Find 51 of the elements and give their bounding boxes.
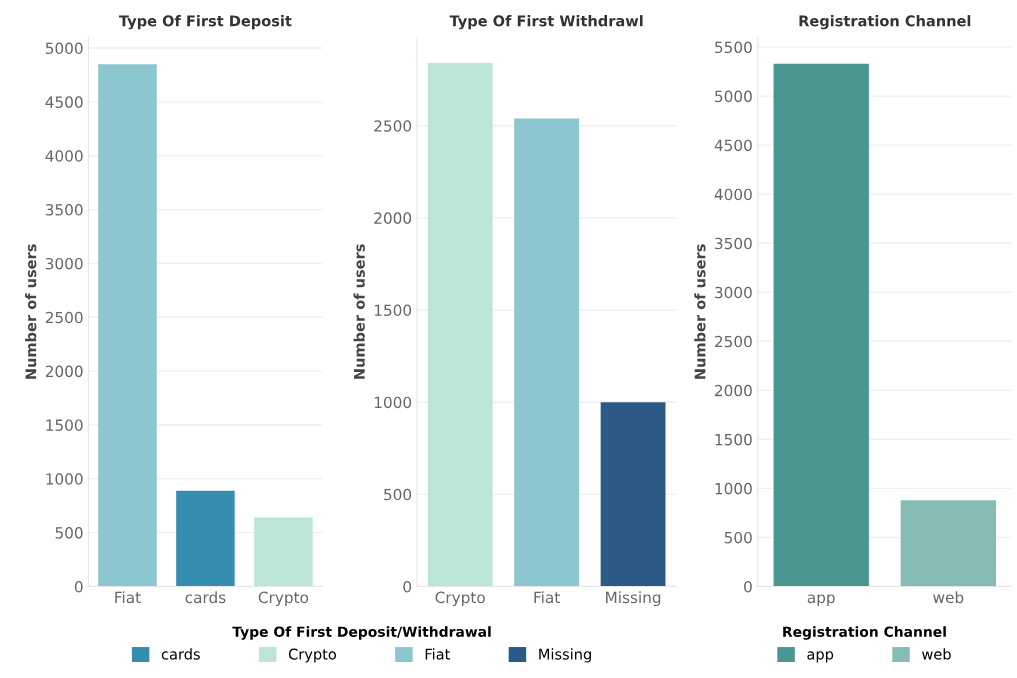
y-tick-label: 500	[384, 488, 412, 501]
x-tick-label: Crypto	[258, 591, 309, 607]
legend-label: Crypto	[288, 648, 337, 663]
y-tick-label: 3500	[45, 204, 83, 216]
legend-title: Registration Channel	[783, 626, 946, 640]
y-tick-label: 0	[74, 580, 83, 593]
y-tick-label: 0	[403, 580, 412, 593]
y-tick-label: 2000	[45, 365, 83, 378]
y-tick-label: 3000	[715, 286, 752, 299]
y-tick-label: 1000	[374, 396, 412, 409]
y-tick-label: 2500	[374, 120, 412, 132]
legend-label: cards	[161, 648, 200, 660]
y-tick-label: 1500	[374, 304, 412, 317]
y-tick-label: 1500	[46, 419, 83, 431]
legend-label: web	[922, 648, 951, 660]
chart-title: Type Of First Deposit	[119, 15, 292, 30]
y-tick-label: 1500	[715, 433, 752, 446]
y-tick-label: 500	[724, 531, 752, 544]
x-tick-label: Crypto	[435, 591, 485, 607]
chart-title: Registration Channel	[799, 15, 971, 30]
y-axis-title: Number of users	[25, 244, 37, 379]
y-tick-label: 4000	[714, 188, 752, 201]
chart-title: Type Of First Withdrawl	[449, 15, 643, 30]
y-tick-label: 500	[55, 527, 83, 539]
x-tick-label: app	[807, 594, 835, 607]
legend-title: Type Of First Deposit/Withdrawal	[232, 626, 491, 640]
y-tick-label: 1000	[46, 473, 83, 485]
legend-label: app	[807, 651, 834, 663]
y-tick-label: 4500	[45, 96, 83, 108]
x-tick-label: Fiat	[115, 591, 141, 604]
y-tick-label: 2500	[715, 335, 752, 348]
y-tick-label: 5000	[715, 90, 752, 103]
y-axis-title: Number of users	[353, 244, 365, 379]
y-tick-label: 2000	[374, 212, 412, 224]
y-tick-label: 4500	[714, 139, 752, 152]
x-tick-label: Missing	[606, 591, 661, 607]
y-tick-label: 5000	[45, 42, 83, 55]
x-tick-label: Fiat	[534, 591, 560, 604]
legend-label: Fiat	[425, 648, 450, 660]
y-tick-label: 4000	[45, 150, 83, 162]
x-tick-label: web	[933, 591, 964, 604]
legend-label: Missing	[539, 648, 591, 663]
y-tick-label: 1000	[715, 482, 752, 495]
y-tick-label: 3000	[45, 257, 83, 270]
y-tick-label: 2500	[45, 311, 83, 324]
y-tick-label: 2000	[715, 384, 752, 397]
y-tick-label: 5500	[715, 41, 752, 54]
x-tick-label: cards	[185, 591, 226, 604]
y-tick-label: 0	[744, 580, 752, 593]
y-tick-label: 3500	[715, 237, 752, 250]
y-axis-title: Number of users	[694, 244, 706, 379]
